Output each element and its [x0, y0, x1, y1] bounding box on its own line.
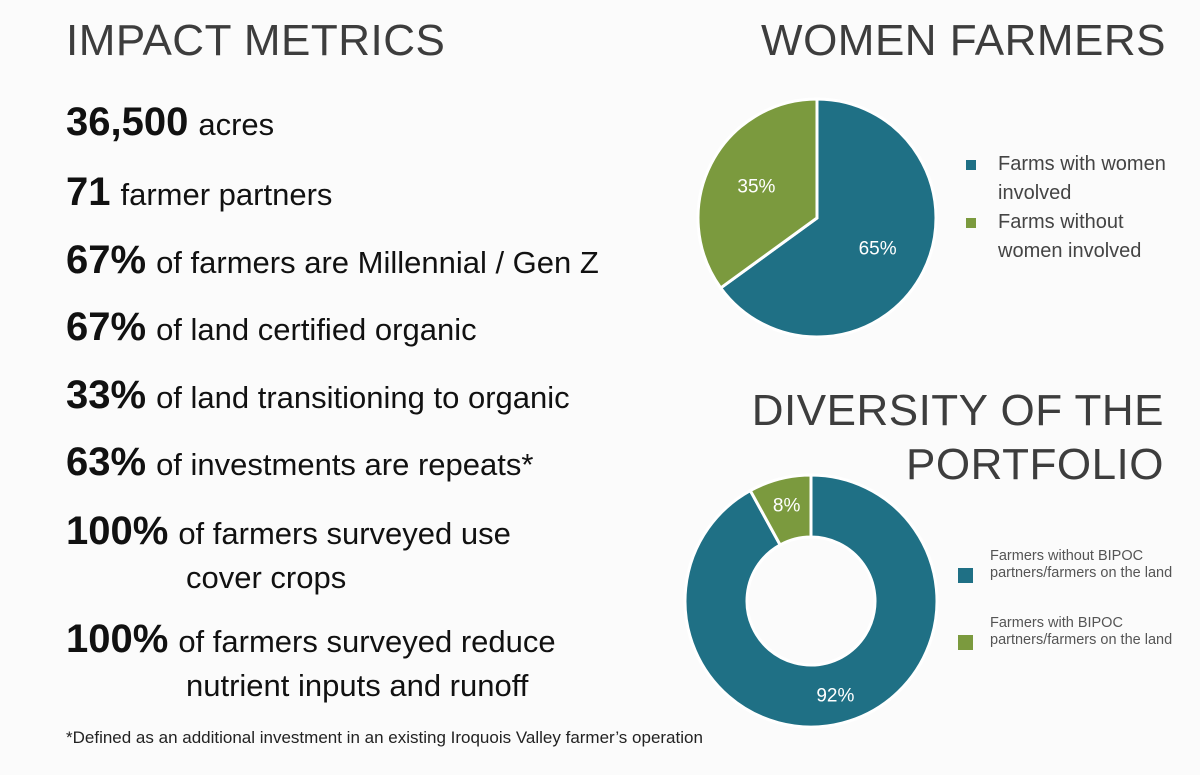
metric-text: of farmers surveyed reduce [178, 624, 556, 659]
legend-item: Farmers without BIPOC partners/farmers o… [958, 548, 1190, 583]
metric-text-continued: cover crops [186, 560, 347, 595]
pie-slice-label: 35% [737, 177, 775, 198]
legend-swatch [958, 568, 973, 583]
pie-slice-label: 92% [816, 685, 854, 706]
pie-slice-label: 8% [773, 496, 801, 517]
legend-item: Farms without women involved [966, 208, 1173, 266]
metric-item: 63% of investments are repeats* [66, 440, 533, 485]
metric-value: 63% [66, 440, 147, 484]
metric-item: 33% of land transitioning to organic [66, 373, 570, 418]
women-farmers-pie-chart: 65% 35% [696, 97, 938, 339]
metric-value: 67% [66, 238, 147, 282]
metric-text: farmer partners [120, 177, 333, 212]
footnote: *Defined as an additional investment in … [66, 728, 703, 747]
legend-label: Farmers with BIPOC partners/farmers on t… [990, 615, 1173, 648]
metric-item: 100% of farmers surveyed use cover crops [66, 509, 511, 596]
diversity-donut-chart: 92% 8% [683, 473, 939, 729]
metric-item: 67% of farmers are Millennial / Gen Z [66, 238, 599, 283]
metric-value: 33% [66, 373, 147, 417]
metric-text: of investments are repeats* [156, 447, 534, 482]
metric-item: 67% of land certified organic [66, 305, 477, 350]
legend-swatch [966, 218, 976, 228]
metric-item: 100% of farmers surveyed reduce nutrient … [66, 617, 556, 704]
diversity-legend: Farmers without BIPOC partners/farmers o… [958, 548, 1190, 650]
metric-text-continued: nutrient inputs and runoff [186, 668, 529, 703]
metric-item: 71 farmer partners [66, 170, 332, 215]
metric-text: of land transitioning to organic [156, 380, 570, 415]
metric-value: 67% [66, 305, 147, 349]
legend-label: Farmers without BIPOC partners/farmers o… [990, 548, 1173, 581]
legend-item: Farms with women involved [966, 150, 1173, 208]
metric-text: of farmers are Millennial / Gen Z [156, 245, 599, 280]
pie-slice [718, 97, 938, 339]
legend-swatch [966, 160, 976, 170]
diversity-title: DIVERSITY OF THE PORTFOLIO [751, 386, 1164, 489]
metric-value: 100% [66, 617, 169, 661]
impact-metrics-title: IMPACT METRICS [66, 16, 446, 65]
metric-item: 36,500 acres [66, 100, 274, 145]
legend-item: Farmers with BIPOC partners/farmers on t… [958, 615, 1190, 650]
pie-slice [748, 473, 813, 547]
legend-label: Farms with women involved [998, 153, 1166, 204]
legend-swatch [958, 635, 973, 650]
women-farmers-legend: Farms with women involved Farms without … [966, 150, 1173, 266]
legend-label: Farms without women involved [998, 211, 1142, 262]
metric-text: acres [198, 107, 275, 142]
metric-value: 71 [66, 170, 111, 214]
pie-slice [683, 473, 939, 729]
metric-value: 36,500 [66, 100, 189, 144]
metric-text: of farmers surveyed use [178, 516, 511, 551]
metric-value: 100% [66, 509, 169, 553]
pie-slice [696, 97, 819, 291]
metric-text: of land certified organic [156, 312, 477, 347]
women-farmers-title: WOMEN FARMERS [761, 16, 1166, 65]
pie-slice-label: 65% [859, 238, 897, 259]
